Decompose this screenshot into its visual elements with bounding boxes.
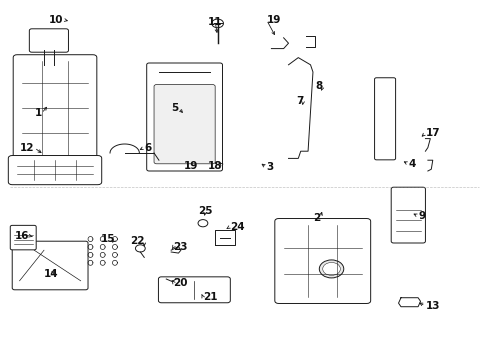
Text: 7: 7 <box>295 96 303 106</box>
FancyBboxPatch shape <box>12 241 88 290</box>
FancyBboxPatch shape <box>146 63 222 171</box>
Text: 11: 11 <box>207 17 222 27</box>
Text: 2: 2 <box>312 213 320 223</box>
FancyBboxPatch shape <box>8 156 102 185</box>
Text: 15: 15 <box>100 234 115 244</box>
Text: 16: 16 <box>15 231 29 241</box>
Text: 10: 10 <box>49 15 63 25</box>
Text: 20: 20 <box>173 278 188 288</box>
Text: 19: 19 <box>266 15 280 25</box>
FancyBboxPatch shape <box>29 29 68 52</box>
FancyBboxPatch shape <box>390 187 425 243</box>
FancyBboxPatch shape <box>13 55 97 161</box>
Text: 22: 22 <box>129 236 144 246</box>
Text: 6: 6 <box>144 143 151 153</box>
FancyBboxPatch shape <box>374 78 395 160</box>
Text: 23: 23 <box>173 242 188 252</box>
Circle shape <box>319 260 343 278</box>
Text: 3: 3 <box>266 162 273 172</box>
Text: 14: 14 <box>44 269 59 279</box>
Text: 24: 24 <box>229 222 244 232</box>
FancyBboxPatch shape <box>10 225 36 250</box>
Text: 9: 9 <box>417 211 425 221</box>
Circle shape <box>211 19 223 28</box>
Text: 4: 4 <box>407 159 415 169</box>
Text: 8: 8 <box>315 81 322 91</box>
Text: 5: 5 <box>171 103 178 113</box>
Text: 21: 21 <box>203 292 217 302</box>
Text: 1: 1 <box>34 108 41 118</box>
Text: 13: 13 <box>425 301 439 311</box>
Text: 18: 18 <box>207 161 222 171</box>
FancyBboxPatch shape <box>154 85 215 164</box>
Text: 12: 12 <box>20 143 34 153</box>
Text: 19: 19 <box>183 161 197 171</box>
Circle shape <box>322 262 340 275</box>
Text: 17: 17 <box>425 128 439 138</box>
Circle shape <box>135 245 145 252</box>
FancyBboxPatch shape <box>274 219 370 303</box>
Circle shape <box>198 220 207 227</box>
FancyBboxPatch shape <box>158 277 230 303</box>
Text: 25: 25 <box>198 206 212 216</box>
